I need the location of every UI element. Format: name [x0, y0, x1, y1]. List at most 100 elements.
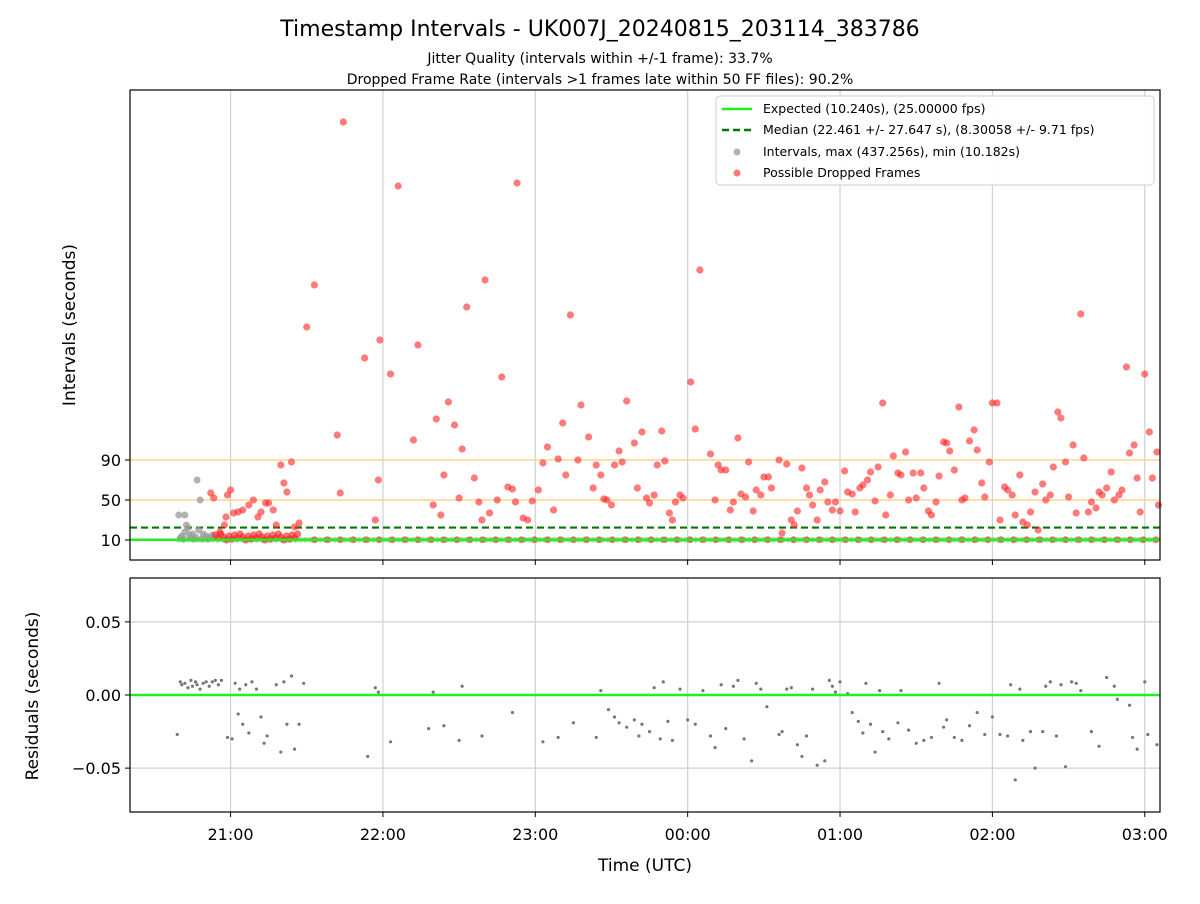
residual-point [1112, 684, 1116, 688]
dropped-frame-point [623, 397, 631, 405]
dropped-frame-point [280, 479, 288, 487]
dropped-frame-point [778, 529, 786, 537]
dropped-frame-point [653, 461, 661, 469]
residual-point [238, 687, 242, 691]
dropped-frame-point [955, 403, 963, 411]
dropped-frame-point [481, 276, 489, 284]
residual-point [292, 747, 297, 751]
residual-point [945, 718, 949, 722]
dropped-frame-point [1031, 488, 1039, 496]
dropped-frame-point [566, 311, 574, 319]
residual-point [1089, 729, 1094, 734]
residual-point [789, 686, 793, 690]
residual-point [1074, 681, 1078, 685]
dropped-frame-point [216, 528, 224, 536]
dropped-frame-point [879, 399, 887, 407]
residual-point [1018, 687, 1022, 691]
x-tick-label: 03:00 [1122, 825, 1168, 844]
residual-point [190, 684, 195, 688]
residual-point [297, 722, 301, 726]
residual-point [274, 683, 278, 687]
dropped-frame-point [414, 341, 422, 349]
residual-point [856, 719, 860, 723]
dropped-frame-point [562, 471, 570, 479]
dropped-frame-point [283, 488, 291, 496]
dropped-frame-point [559, 419, 567, 427]
residual-point [929, 735, 934, 740]
residual-point [427, 727, 431, 731]
residual-point [887, 737, 891, 741]
residual-point [1063, 765, 1068, 769]
dropped-frame-point [272, 521, 280, 529]
dropped-frame-point [277, 461, 285, 469]
dropped-frame-point [726, 506, 734, 514]
residual-point [637, 734, 641, 738]
dropped-frame-point [917, 469, 925, 477]
dropped-frame-point [493, 496, 501, 504]
dropped-frame-point [577, 401, 585, 409]
dropped-frame-point [269, 506, 277, 514]
residual-point [873, 750, 877, 754]
dropped-frame-point [534, 486, 542, 494]
dropped-frame-point [386, 370, 395, 378]
residual-point [376, 690, 380, 694]
dropped-frame-point [633, 484, 641, 492]
residual-point [216, 683, 220, 687]
dropped-frame-point [793, 507, 801, 515]
dropped-frame-point [610, 461, 619, 469]
residual-point [230, 737, 234, 741]
residual-point [431, 690, 435, 694]
legend-intervals-swatch [733, 148, 741, 156]
residual-point [652, 686, 656, 690]
dropped-frame-point [973, 446, 981, 454]
dropped-frame-point [432, 415, 440, 423]
residual-point [1079, 689, 1083, 693]
residual-point [804, 734, 809, 738]
dropped-frame-point [513, 179, 521, 187]
dropped-frame-point [444, 398, 453, 406]
intervals-panel: 10 50 90 [101, 89, 1163, 565]
residual-point [765, 705, 769, 709]
residual-point [952, 735, 956, 740]
dropped-frame-point [1141, 370, 1149, 378]
interval-point [195, 526, 203, 534]
bottom-y-tick-label: −0.05 [72, 759, 121, 778]
residual-point [878, 689, 882, 693]
residual-point [207, 684, 211, 688]
residual-point [219, 678, 224, 682]
residual-point [198, 687, 202, 691]
top-y-tick-label: 50 [101, 491, 121, 510]
dropped-frame-point [539, 459, 547, 467]
dropped-frame-point [226, 486, 235, 494]
residual-point [556, 735, 560, 740]
interval-point [181, 511, 189, 519]
dropped-frame-point [222, 513, 230, 521]
residual-point [693, 722, 697, 726]
dropped-frame-point [920, 484, 928, 492]
dropped-frame-point [630, 439, 638, 447]
dropped-frame-point [1023, 521, 1032, 529]
residual-point [599, 689, 603, 693]
dropped-frame-point [549, 506, 558, 514]
dropped-frame-point [1011, 511, 1019, 519]
dropped-frame-point [1008, 491, 1016, 499]
dropped-frame-point [574, 456, 582, 464]
residual-point [830, 684, 835, 688]
interval-point [196, 496, 204, 504]
dropped-frame-point [245, 501, 253, 509]
residual-point [1048, 680, 1052, 684]
dropped-frame-point [981, 493, 989, 501]
residual-point [800, 754, 804, 759]
dropped-frame-point [836, 507, 844, 515]
dropped-frame-point [374, 476, 382, 484]
residual-point [998, 732, 1002, 737]
bottom-y-tick-label: 0.00 [85, 686, 121, 705]
residual-point [785, 687, 789, 691]
residual-point [640, 722, 644, 726]
legend: Expected (10.240s), (25.00000 fps) Media… [715, 95, 1155, 186]
chart-subtitle-dropped: Dropped Frame Rate (intervals >1 frames … [347, 72, 854, 88]
x-tick-label: 00:00 [665, 825, 711, 844]
dropped-frame-point [592, 461, 600, 469]
dropped-frame-point [524, 516, 532, 524]
